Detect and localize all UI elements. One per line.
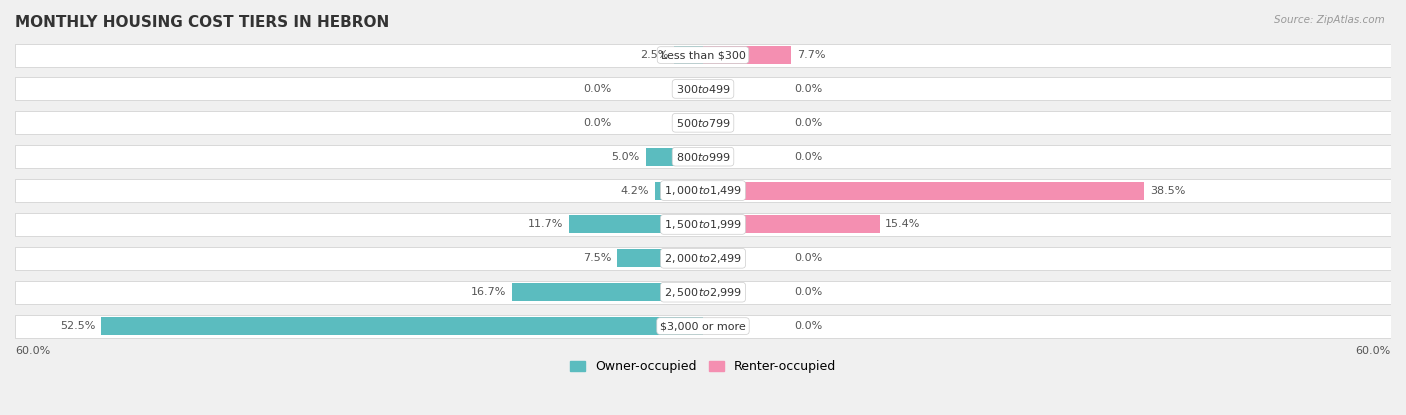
Text: 60.0%: 60.0% <box>1355 346 1391 356</box>
Bar <box>512 283 703 301</box>
Text: 15.4%: 15.4% <box>886 220 921 229</box>
Bar <box>15 44 1391 66</box>
Legend: Owner-occupied, Renter-occupied: Owner-occupied, Renter-occupied <box>569 360 837 374</box>
Text: $2,000 to $2,499: $2,000 to $2,499 <box>664 252 742 265</box>
Bar <box>617 249 703 267</box>
Bar <box>15 179 1391 202</box>
Text: 5.0%: 5.0% <box>612 151 640 162</box>
Bar <box>15 315 1391 337</box>
Text: 38.5%: 38.5% <box>1150 186 1185 195</box>
Text: $1,000 to $1,499: $1,000 to $1,499 <box>664 184 742 197</box>
Text: 52.5%: 52.5% <box>60 321 96 331</box>
Bar <box>703 182 1144 200</box>
Text: $3,000 or more: $3,000 or more <box>661 321 745 331</box>
Text: 0.0%: 0.0% <box>794 287 823 297</box>
Bar <box>655 182 703 200</box>
Bar <box>15 281 1391 304</box>
Bar <box>15 145 1391 168</box>
Text: Source: ZipAtlas.com: Source: ZipAtlas.com <box>1274 15 1385 24</box>
Text: 16.7%: 16.7% <box>471 287 506 297</box>
Bar <box>569 215 703 233</box>
Bar <box>15 247 1391 270</box>
Text: $800 to $999: $800 to $999 <box>675 151 731 163</box>
Text: MONTHLY HOUSING COST TIERS IN HEBRON: MONTHLY HOUSING COST TIERS IN HEBRON <box>15 15 389 30</box>
Text: 0.0%: 0.0% <box>794 118 823 128</box>
Text: 7.7%: 7.7% <box>797 50 825 60</box>
Text: $300 to $499: $300 to $499 <box>675 83 731 95</box>
Text: 0.0%: 0.0% <box>794 84 823 94</box>
Bar <box>101 317 703 335</box>
Text: 0.0%: 0.0% <box>583 118 612 128</box>
Text: 0.0%: 0.0% <box>794 321 823 331</box>
Text: 4.2%: 4.2% <box>620 186 650 195</box>
Bar <box>703 46 792 64</box>
Bar <box>703 215 880 233</box>
Bar <box>675 46 703 64</box>
Text: 0.0%: 0.0% <box>794 253 823 263</box>
Text: $2,500 to $2,999: $2,500 to $2,999 <box>664 286 742 299</box>
Bar <box>15 111 1391 134</box>
Text: 0.0%: 0.0% <box>583 84 612 94</box>
Bar <box>645 148 703 166</box>
Bar <box>15 213 1391 236</box>
Text: $1,500 to $1,999: $1,500 to $1,999 <box>664 218 742 231</box>
Text: 2.5%: 2.5% <box>640 50 669 60</box>
Text: Less than $300: Less than $300 <box>661 50 745 60</box>
Text: 7.5%: 7.5% <box>583 253 612 263</box>
Text: 60.0%: 60.0% <box>15 346 51 356</box>
Text: 11.7%: 11.7% <box>527 220 564 229</box>
Text: 0.0%: 0.0% <box>794 151 823 162</box>
Text: $500 to $799: $500 to $799 <box>675 117 731 129</box>
Bar <box>15 78 1391 100</box>
